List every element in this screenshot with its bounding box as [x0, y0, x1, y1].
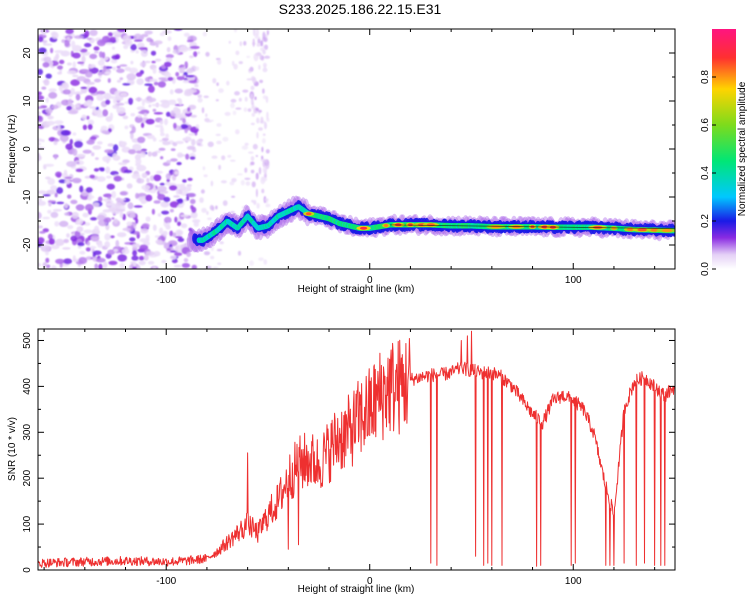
snr-y-tick: 0 [22, 567, 675, 573]
colorbar-tick-label: 0.6 [700, 118, 711, 132]
snr-y-axis-label: SNR (10 * v/v) [7, 417, 18, 481]
snr-y-tick-label: 300 [22, 424, 33, 441]
heatmap-x-tick-label: 100 [565, 275, 582, 286]
heatmap-y-tick: 10 [22, 95, 675, 107]
heatmap-y-axis-label: Frequency (Hz) [7, 115, 18, 184]
snr-y-tick: 300 [22, 424, 675, 441]
colorbar-gradient [712, 29, 736, 269]
snr-panel: -100 0 100 0 100 200 300 400 500 Height of stra… [7, 328, 676, 595]
colorbar-tick: 0.0 [700, 262, 716, 276]
figure-title: S233.2025.186.22.15.E31 [279, 1, 442, 17]
heatmap-y-ticks: -20 -10 0 10 20 [22, 28, 675, 270]
heatmap-y-tick-label: 20 [22, 47, 33, 59]
heatmap-cells [38, 29, 271, 269]
heatmap-y-tick: 20 [22, 47, 675, 59]
snr-series-line [38, 330, 675, 568]
heatmap-y-tick-label: -20 [22, 237, 33, 252]
snr-y-tick-label: 0 [22, 567, 33, 573]
colorbar-tick-label: 0.2 [700, 214, 711, 228]
colorbar: 0.0 0.2 0.4 0.6 0.8 Normalized spectral ampl… [700, 29, 748, 276]
snr-x-axis-label: Height of straight line (km) [298, 584, 415, 595]
snr-x-tick-label: 0 [367, 576, 373, 587]
heatmap-x-ticks: -100 0 100 [43, 29, 656, 286]
snr-x-tick: -100 [156, 329, 177, 587]
snr-x-ticks: -100 0 100 [43, 329, 656, 587]
snr-x-tick-label: -100 [156, 576, 176, 587]
colorbar-ticks: 0.0 0.2 0.4 0.6 0.8 [700, 70, 716, 276]
colorbar-tick-label: 0.0 [700, 262, 711, 276]
colorbar-tick: 0.4 [700, 166, 716, 180]
snr-y-tick-label: 400 [22, 378, 33, 395]
frequency-ridge [187, 195, 675, 253]
snr-y-tick-label: 500 [22, 332, 33, 349]
heatmap-x-tick-label: -100 [156, 275, 176, 286]
colorbar-tick: 0.8 [700, 70, 716, 84]
heatmap-y-tick-label: 10 [22, 95, 33, 107]
colorbar-tick-label: 0.4 [700, 166, 711, 180]
heatmap-y-tick: -10 [22, 189, 675, 204]
heatmap-y-tick: 0 [22, 146, 675, 152]
colorbar-tick: 0.6 [700, 118, 716, 132]
heatmap-y-tick: -20 [22, 237, 675, 252]
colorbar-tick: 0.2 [700, 214, 716, 228]
heatmap-x-tick: 100 [565, 29, 582, 286]
colorbar-label: Normalized spectral amplitude [737, 81, 748, 216]
heatmap-x-tick: 0 [367, 29, 373, 286]
snr-x-tick-label: 100 [565, 576, 582, 587]
snr-y-tick: 400 [22, 378, 675, 395]
snr-y-tick: 500 [22, 332, 675, 349]
snr-y-ticks: 0 100 200 300 400 500 [22, 332, 675, 573]
heatmap-y-tick-label: -10 [22, 189, 33, 204]
heatmap-y-tick-label: 0 [22, 146, 33, 152]
snr-y-tick: 200 [22, 469, 675, 487]
heatmap-x-tick: -100 [156, 29, 177, 286]
snr-y-tick-label: 100 [22, 515, 33, 532]
colorbar-tick-label: 0.8 [700, 70, 711, 84]
heatmap-x-axis-label: Height of straight line (km) [298, 284, 415, 295]
heatmap-x-tick-label: 0 [367, 275, 373, 286]
snr-y-tick: 100 [22, 515, 675, 532]
snr-plot-frame [37, 328, 676, 571]
snr-y-tick-label: 200 [22, 469, 33, 486]
snr-x-tick: 0 [367, 329, 373, 587]
snr-x-tick: 100 [565, 329, 582, 587]
